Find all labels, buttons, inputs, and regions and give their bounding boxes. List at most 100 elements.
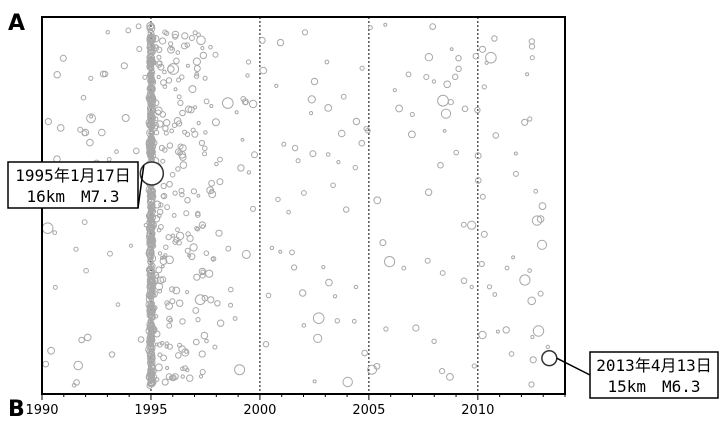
event-point [281,141,287,147]
x-axis: 1990 1995 2000 2005 2010 [25,394,566,418]
event-point [259,66,268,75]
event-point [170,233,175,238]
event-point [157,288,163,294]
event-point [395,104,404,113]
event-point [208,190,217,199]
event-point [342,376,353,388]
event-point [179,74,185,80]
event-point [157,251,163,256]
event-point [250,205,256,212]
event-point [159,37,167,45]
event-point [437,161,444,169]
event-point [156,60,163,66]
event-point [291,264,298,271]
event-point [536,215,545,223]
event-point [81,219,88,226]
event-point [162,125,169,132]
event-point [202,151,207,157]
event-point [237,164,245,172]
event-point [313,333,323,343]
event-point [73,246,79,252]
event-point [452,73,459,81]
event-point [98,128,106,137]
event-point [125,27,132,34]
callout-leader-2 [556,357,591,376]
event-point [101,70,109,78]
event-point [460,277,468,285]
event-point [246,170,252,175]
event-point [151,60,156,66]
event-point [478,330,487,340]
event-point [148,315,154,320]
event-point [383,22,388,27]
axis-letter-top: A [8,11,25,36]
event-point [210,256,215,261]
event-point [324,59,330,65]
event-point [149,221,155,227]
event-point [212,344,218,350]
event-point [251,151,258,159]
event-point [502,326,510,334]
event-point [171,30,180,39]
event-point [83,267,89,274]
event-point [431,338,437,344]
event-point [169,171,176,178]
event-point [148,79,153,85]
event-point [147,85,156,94]
event-point [151,121,160,130]
event-point [479,193,486,200]
event-point [429,23,437,31]
event-point [149,79,154,84]
event-point [373,196,382,205]
event-point [159,111,167,118]
event-point [222,97,234,109]
event-point [180,374,185,379]
event-point [309,150,317,158]
event-point [527,268,532,273]
event-point [521,118,529,126]
event-point [278,249,283,254]
event-point [533,188,539,194]
event-point [154,342,159,347]
event-point [156,227,162,233]
event-point [336,160,341,165]
event-point [147,98,153,104]
event-point [351,318,357,324]
event-point [176,239,182,246]
event-point [148,113,154,119]
event-point [186,234,194,242]
axis-letter-bottom: B [8,397,25,422]
event-point [202,75,208,81]
event-point [53,71,61,79]
event-point [205,269,214,278]
event-point [359,65,365,71]
event-point [135,23,142,30]
event-point [175,352,182,359]
event-point [513,151,518,156]
event-point [166,142,174,149]
event-point [156,74,161,80]
event-point [163,244,169,250]
event-point [209,188,215,194]
event-point [196,193,201,198]
event-point [442,129,447,133]
event-point [149,250,153,255]
event-point [153,129,160,136]
x-tick-label-2000: 2000 [243,403,276,418]
highlight-events: 1995年1月17日 16km M7.3 2013年4月13日 15km M6.3 [7,161,719,399]
event-point [472,52,480,60]
callout-date-1: 1995年1月17日 [15,166,130,185]
event-point [77,126,84,133]
event-point [190,188,197,195]
event-point [120,62,128,70]
event-point [149,206,154,211]
event-point [153,116,159,122]
event-point [185,367,190,373]
event-point [301,323,307,328]
event-point [352,164,358,171]
event-point [156,276,165,285]
event-point [156,213,162,219]
event-point [159,341,165,346]
event-point [538,202,547,211]
event-point [163,119,171,127]
